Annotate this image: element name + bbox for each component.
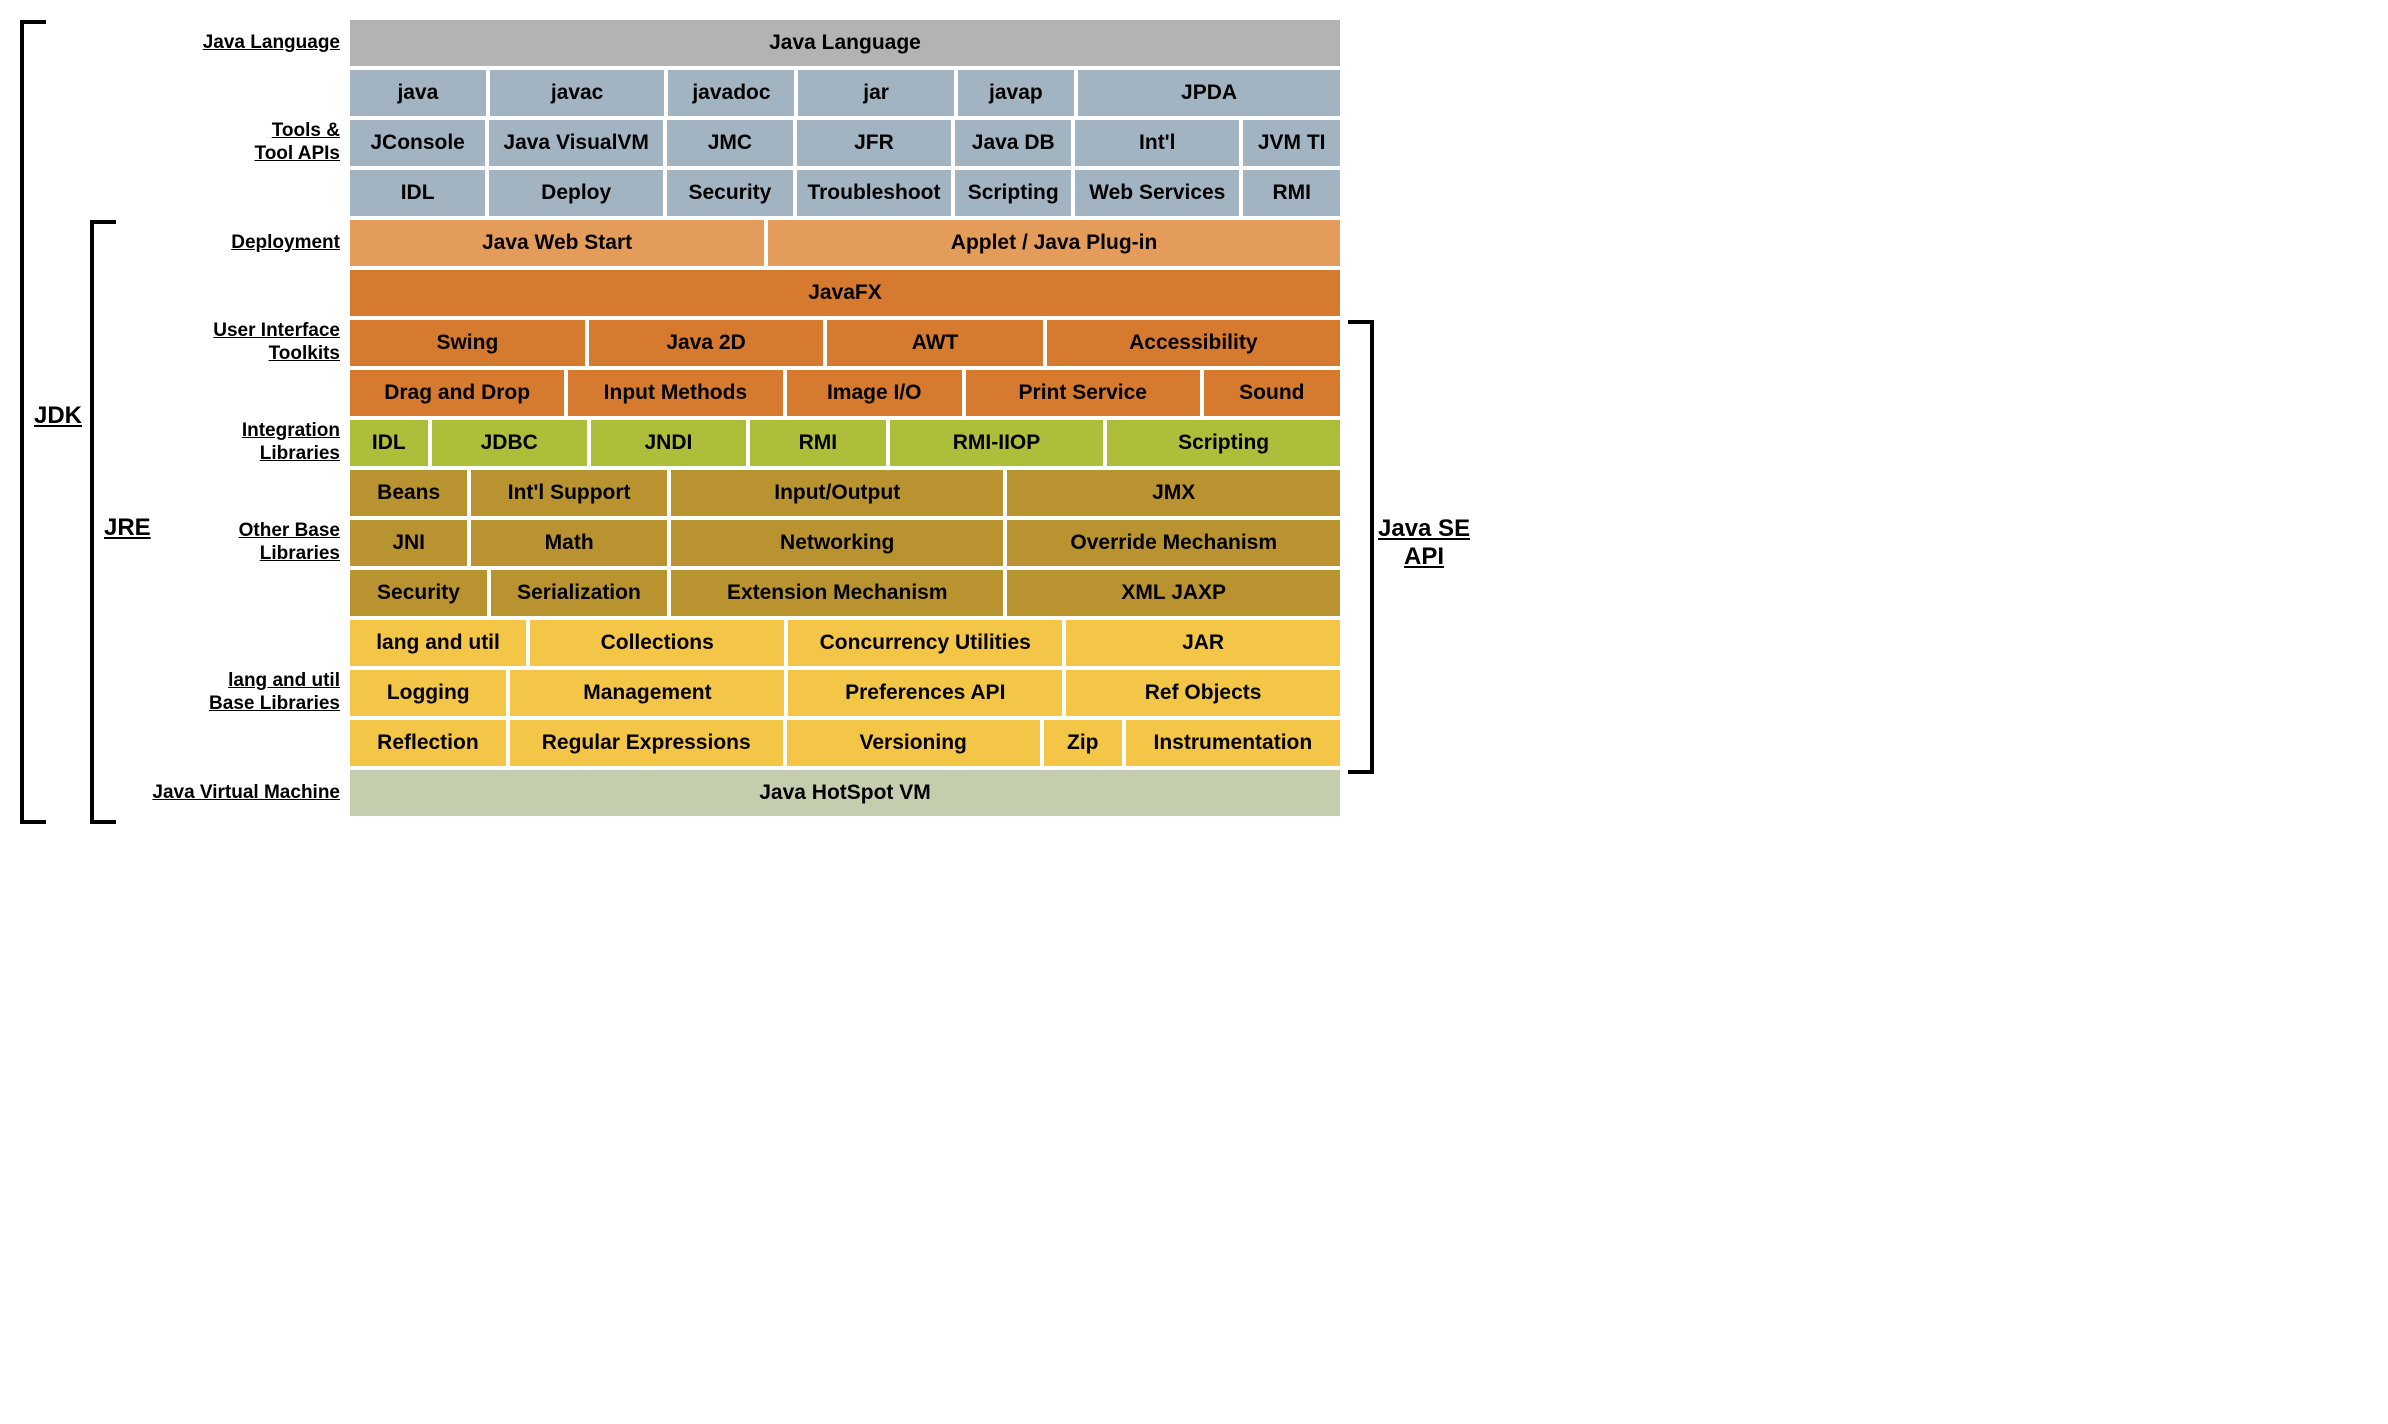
java-platform-diagram: JDKJRE Java LanguageTools &Tool APIsDepl… [20,20,1480,820]
cell: Accessibility [1047,320,1340,366]
row-label-otherBaseLibs: Other BaseLibraries [130,470,350,616]
cell: Java VisualVM [489,120,663,166]
jre-label: JRE [104,514,151,542]
grid-row: Java Web StartApplet / Java Plug-in [350,220,1340,266]
cell: JFR [797,120,952,166]
row-label-javaLanguage: Java Language [130,20,350,66]
cell: javac [490,70,665,116]
grid-row: ReflectionRegular ExpressionsVersioningZ… [350,720,1340,766]
jdk-label: JDK [34,402,82,430]
cell: javap [958,70,1074,116]
cell: Scripting [1107,420,1340,466]
cell: Instrumentation [1126,720,1340,766]
cell: Image I/O [787,370,962,416]
cell: JPDA [1078,70,1340,116]
grid-row: IDLJDBCJNDIRMIRMI-IIOPScripting [350,420,1340,466]
cell: Java DB [955,120,1071,166]
cell: Input Methods [568,370,782,416]
api-bracket [1348,320,1374,774]
cell: Math [471,520,667,566]
cell: Security [350,570,487,616]
cell: IDL [350,420,428,466]
cell: Networking [671,520,1004,566]
row-label-deployment: Deployment [130,220,350,266]
grid-row: IDLDeploySecurityTroubleshootScriptingWe… [350,170,1340,216]
grid-row: LoggingManagementPreferences APIRef Obje… [350,670,1340,716]
cell: lang and util [350,620,526,666]
row-label-integrationLibs: IntegrationLibraries [130,420,350,466]
cell: Swing [350,320,585,366]
cell: Input/Output [671,470,1004,516]
cell: Concurrency Utilities [788,620,1062,666]
cell: Java 2D [589,320,824,366]
cell: Serialization [491,570,667,616]
right-bracket-column: Java SEAPI [1340,20,1480,820]
cell: Security [667,170,793,216]
cell: Reflection [350,720,506,766]
grid-row: JavaFX [350,270,1340,316]
row-label-toolsApis: Tools &Tool APIs [130,70,350,216]
grid-row: Java HotSpot VM [350,770,1340,816]
cell: javadoc [668,70,794,116]
cell: IDL [350,170,485,216]
cell: JDBC [432,420,587,466]
cell: JMX [1007,470,1340,516]
grid-row: lang and utilCollectionsConcurrency Util… [350,620,1340,666]
cell: java [350,70,486,116]
cell: JMC [667,120,793,166]
row-labels-column: Java LanguageTools &Tool APIsDeploymentU… [130,20,350,820]
cell: Versioning [787,720,1040,766]
cell: Applet / Java Plug-in [768,220,1340,266]
cell: Preferences API [788,670,1062,716]
cell: jar [798,70,953,116]
cell: Extension Mechanism [671,570,1004,616]
left-brackets: JDKJRE [20,20,130,820]
cell: JNDI [591,420,746,466]
cell: Deploy [489,170,663,216]
cell: Logging [350,670,506,716]
cell: JVM TI [1243,120,1340,166]
api-label: Java SEAPI [1378,515,1470,571]
cell: Management [510,670,784,716]
cell: Int'l [1075,120,1239,166]
cell: JAR [1066,620,1340,666]
cell: JNI [350,520,467,566]
row-label-langUtilBaseLibs: lang and utilBase Libraries [130,620,350,766]
grid-row: Java Language [350,20,1340,66]
cell: Drag and Drop [350,370,564,416]
cell: Java HotSpot VM [350,770,1340,816]
cell: Zip [1044,720,1122,766]
cell: Scripting [955,170,1071,216]
cell: JavaFX [350,270,1340,316]
cell: Print Service [966,370,1200,416]
cell: Sound [1204,370,1340,416]
grid-row: Drag and DropInput MethodsImage I/OPrint… [350,370,1340,416]
cell: Collections [530,620,784,666]
grid: Java LanguagejavajavacjavadocjarjavapJPD… [350,20,1340,820]
grid-row: SwingJava 2DAWTAccessibility [350,320,1340,366]
cell: XML JAXP [1007,570,1340,616]
row-label-uiToolkits: User InterfaceToolkits [130,270,350,416]
cell: Int'l Support [471,470,667,516]
cell: Override Mechanism [1007,520,1340,566]
grid-row: JConsoleJava VisualVMJMCJFRJava DBInt'lJ… [350,120,1340,166]
grid-row: javajavacjavadocjarjavapJPDA [350,70,1340,116]
cell: Ref Objects [1066,670,1340,716]
cell: Web Services [1075,170,1239,216]
cell: Troubleshoot [797,170,952,216]
grid-row: JNIMathNetworkingOverride Mechanism [350,520,1340,566]
cell: Regular Expressions [510,720,783,766]
cell: Java Web Start [350,220,764,266]
grid-row: SecuritySerializationExtension Mechanism… [350,570,1340,616]
cell: Java Language [350,20,1340,66]
grid-row: BeansInt'l SupportInput/OutputJMX [350,470,1340,516]
cell: RMI [1243,170,1340,216]
cell: RMI-IIOP [890,420,1103,466]
cell: AWT [827,320,1042,366]
row-label-jvm: Java Virtual Machine [130,770,350,816]
cell: JConsole [350,120,485,166]
cell: RMI [750,420,886,466]
cell: Beans [350,470,467,516]
